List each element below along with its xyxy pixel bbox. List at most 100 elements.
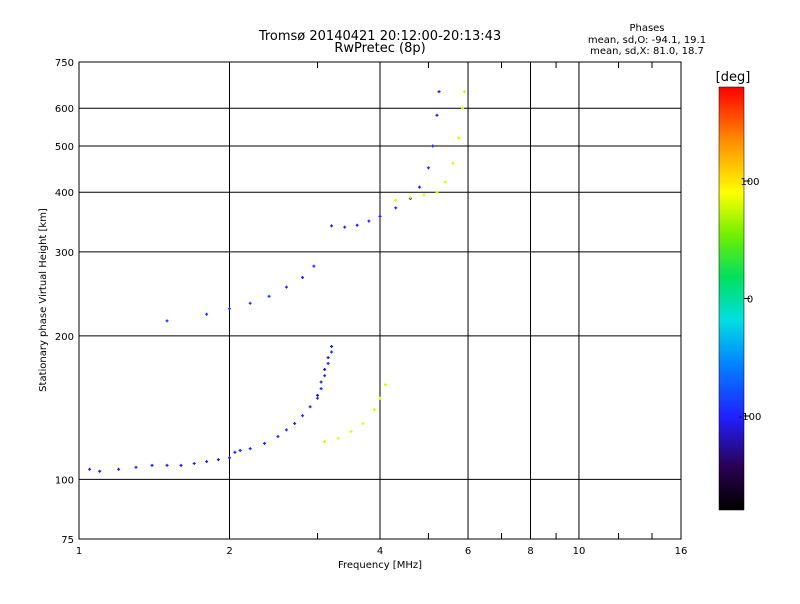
x-axis-label: Frequency [MHz] [338, 560, 422, 571]
data-point [267, 294, 271, 298]
x-tick-label: 16 [675, 546, 688, 557]
data-point [88, 467, 92, 471]
y-tick-label: 600 [55, 104, 74, 115]
data-point [165, 463, 169, 467]
data-point [326, 361, 330, 365]
data-point [330, 350, 334, 354]
plot-frame [78, 61, 682, 540]
x-tick-label: 10 [573, 546, 586, 557]
data-point [248, 447, 252, 451]
data-point [431, 144, 435, 148]
data-point [378, 214, 382, 218]
y-tick-label: 300 [55, 248, 74, 259]
data-point [326, 356, 330, 360]
x-tick-label: 8 [527, 546, 533, 557]
y-tick-label: 750 [55, 58, 74, 69]
data-point [443, 180, 447, 184]
data-point [233, 450, 237, 454]
data-point [462, 90, 466, 94]
data-point [461, 106, 465, 110]
y-axis-label: Stationary phase Virtual Height [km] [38, 208, 49, 392]
data-points [88, 90, 466, 473]
data-point [312, 264, 316, 268]
data-point [373, 408, 377, 412]
data-point [263, 441, 267, 445]
data-point [228, 307, 231, 311]
data-point [336, 436, 340, 440]
data-point [323, 374, 327, 378]
data-point [316, 393, 320, 397]
x-axis: 1 2 4 6 8 10 16 [76, 62, 688, 557]
data-point [216, 458, 220, 462]
data-point [284, 285, 288, 289]
data-point [378, 396, 382, 400]
colorbar-ticks: 100 0 -100 [739, 177, 762, 423]
data-point [192, 461, 196, 465]
data-point [330, 224, 334, 228]
data-point [284, 428, 288, 432]
y-axis: 75 100 200 300 400 500 600 750 [55, 58, 74, 546]
x-tick-label: 4 [377, 546, 383, 557]
chart-subtitle: RwPretec (8p) [334, 41, 425, 56]
data-point [367, 219, 371, 223]
phases-heading: Phases [629, 23, 664, 34]
data-point [394, 198, 398, 202]
data-point [134, 465, 138, 469]
x-tick-label: 6 [465, 546, 471, 557]
colorbar-tick-label: 100 [740, 177, 759, 188]
grid-lines [79, 62, 681, 539]
colorbar [718, 86, 745, 511]
data-point [323, 367, 327, 371]
data-point [276, 435, 280, 439]
data-point [205, 460, 209, 464]
data-point [435, 113, 439, 117]
data-point [238, 448, 242, 452]
y-tick-label: 500 [55, 142, 74, 153]
chart-title: Tromsø 20140421 20:12:00-20:13:43 [258, 29, 501, 44]
data-point [205, 312, 209, 316]
data-point [165, 319, 169, 323]
colorbar-tick-label: -100 [739, 412, 762, 423]
data-point [361, 421, 365, 425]
y-tick-label: 75 [61, 535, 74, 546]
data-point [248, 301, 252, 305]
data-point [394, 206, 398, 210]
data-point [301, 414, 305, 418]
data-point [418, 185, 422, 189]
data-point [179, 463, 183, 467]
x-tick-label: 1 [76, 546, 82, 557]
data-point [301, 276, 305, 280]
data-point [293, 421, 297, 425]
data-point [437, 90, 441, 94]
y-tick-label: 200 [55, 332, 74, 343]
data-point [426, 166, 430, 170]
data-point [98, 469, 102, 473]
x-tick-label: 2 [226, 546, 232, 557]
data-point [228, 456, 231, 460]
data-point [383, 383, 387, 387]
data-point [308, 405, 312, 409]
data-point [117, 467, 121, 471]
data-point [451, 161, 455, 165]
data-point [355, 223, 359, 227]
phases-o-line: mean, sd,O: -94.1, 19.1 [588, 35, 706, 46]
data-point [349, 430, 353, 434]
data-point [422, 193, 426, 197]
colorbar-tick-label: 0 [747, 295, 753, 306]
y-tick-label: 100 [55, 475, 74, 486]
data-point [319, 380, 323, 384]
data-point [435, 190, 439, 194]
data-point [408, 195, 412, 199]
data-point [150, 463, 154, 467]
data-point [343, 225, 347, 229]
data-point [316, 396, 320, 400]
data-point [323, 440, 327, 444]
data-point [330, 344, 334, 348]
phases-x-line: mean, sd,X: 81.0, 18.7 [590, 46, 704, 57]
colorbar-label: [deg] [716, 70, 751, 85]
data-point [457, 136, 461, 140]
y-tick-label: 400 [55, 188, 74, 199]
data-point [319, 387, 323, 391]
